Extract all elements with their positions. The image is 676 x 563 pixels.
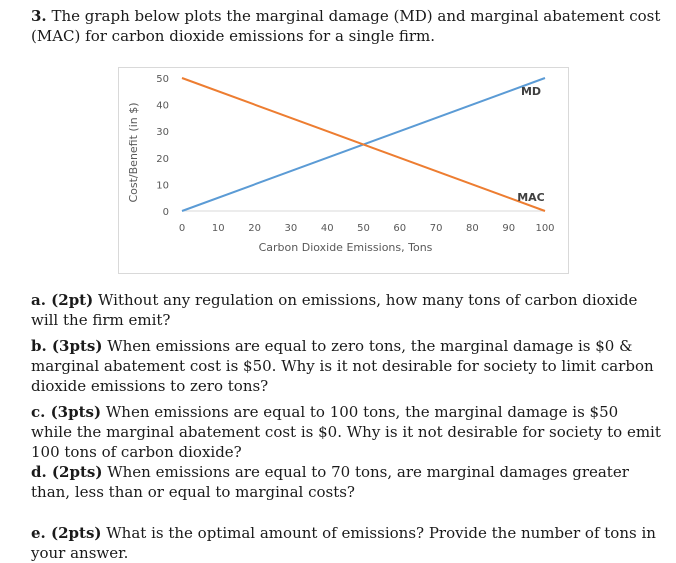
question-a-text: Without any regulation on emissions, how…: [31, 291, 638, 329]
y-tick-label: 30: [156, 127, 169, 138]
series-line-mac: [181, 77, 546, 212]
question-e-label: e. (2pts): [31, 524, 102, 542]
x-tick-label: 50: [357, 223, 370, 234]
chart-frame: 0 10 20 30 40 50 0 10 20 30 40 50 60 70 80 90 100 MD MAC…: [118, 67, 569, 274]
question-b-text: When emissions are equal to zero tons, t…: [31, 337, 654, 395]
x-tick-label: 60: [393, 223, 406, 234]
y-tick-label: 40: [156, 101, 169, 112]
x-tick-label: 70: [430, 223, 443, 234]
x-tick-label: 100: [535, 223, 554, 234]
question-e-text: What is the optimal amount of emissions?…: [31, 524, 656, 562]
question-d-label: d. (2pts): [31, 463, 103, 481]
series-label-mac: MAC: [517, 191, 545, 204]
question-b-label: b. (3pts): [31, 337, 103, 355]
series-label-md: MD: [521, 85, 541, 98]
y-tick-label: 50: [156, 74, 169, 85]
y-tick-label: 10: [156, 180, 169, 191]
question-number: 3.: [31, 7, 47, 25]
question-e: e. (2pts) What is the optimal amount of …: [31, 523, 661, 563]
x-axis-label: Carbon Dioxide Emissions, Tons: [259, 241, 433, 254]
question-a: a. (2pt) Without any regulation on emiss…: [31, 290, 661, 330]
x-tick-label: 40: [321, 223, 334, 234]
question-c-text: When emissions are equal to 100 tons, th…: [31, 403, 661, 461]
x-tick-label: 20: [248, 223, 261, 234]
y-axis-ticks: 0 10 20 30 40 50: [156, 74, 169, 218]
question-a-label: a. (2pt): [31, 291, 94, 309]
x-tick-label: 30: [285, 223, 298, 234]
x-tick-label: 10: [212, 223, 225, 234]
series-labels: MD MAC: [517, 85, 545, 204]
emissions-chart: 0 10 20 30 40 50 0 10 20 30 40 50 60 70 80 90 100 MD MAC…: [127, 74, 555, 254]
y-tick-label: 0: [163, 207, 169, 218]
x-axis-ticks: 0 10 20 30 40 50 60 70 80 90 100: [179, 223, 555, 234]
x-tick-label: 80: [466, 223, 479, 234]
y-axis-label: Cost/Benefit (in $): [127, 102, 140, 202]
x-tick-label: 0: [179, 223, 185, 234]
question-3-intro: 3. The graph below plots the marginal da…: [31, 6, 661, 46]
y-tick-label: 20: [156, 154, 169, 165]
question-d-text: When emissions are equal to 70 tons, are…: [31, 463, 629, 501]
series-lines: [181, 77, 546, 212]
question-b: b. (3pts) When emissions are equal to ze…: [31, 336, 661, 396]
question-c-label: c. (3pts): [31, 403, 102, 421]
x-tick-label: 90: [502, 223, 515, 234]
question-text: The graph below plots the marginal damag…: [31, 7, 661, 45]
question-c: c. (3pts) When emissions are equal to 10…: [31, 402, 661, 462]
question-d: d. (2pts) When emissions are equal to 70…: [31, 462, 661, 502]
